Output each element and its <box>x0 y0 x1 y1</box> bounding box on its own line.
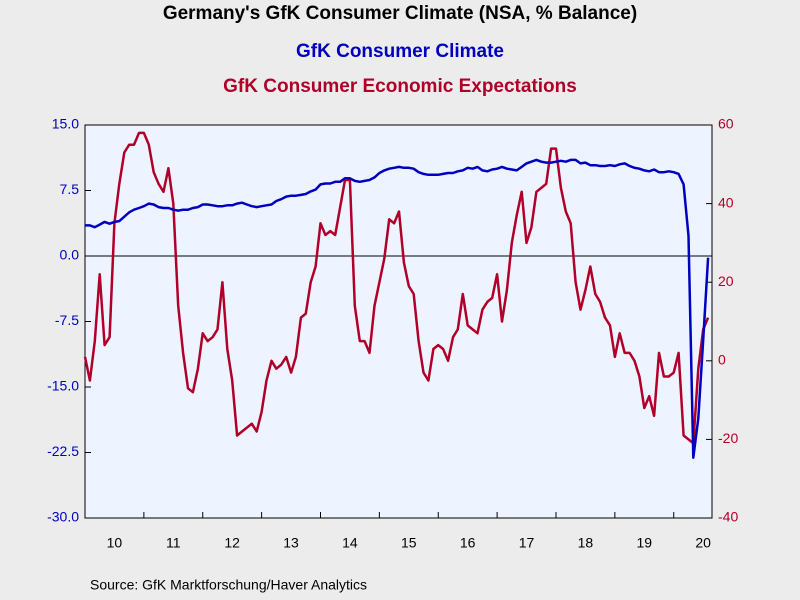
source: Source: GfK Marktforschung/Haver Analyti… <box>90 577 367 593</box>
x-tick-label: 13 <box>283 535 299 551</box>
series-line <box>83 131 710 445</box>
y2-tick-label: 40 <box>718 194 734 210</box>
x-tick-label: 17 <box>519 535 535 551</box>
x-tick-label: 10 <box>107 535 123 551</box>
y-tick-label: -30.0 <box>47 509 79 525</box>
series-line <box>85 158 710 459</box>
x-tick-label: 20 <box>695 535 711 551</box>
x-tick-label: 11 <box>166 535 181 551</box>
x-tick-label: 12 <box>224 535 240 551</box>
y2-tick-label: 60 <box>718 116 734 132</box>
y2-tick-label: 0 <box>718 352 726 368</box>
y-tick-label: 7.5 <box>60 181 80 197</box>
legend-entry: GfK Consumer Climate <box>296 41 504 62</box>
y2-tick-label: -20 <box>718 430 738 446</box>
y-tick-label: -15.0 <box>47 378 79 394</box>
y-tick-label: 15.0 <box>52 116 79 132</box>
x-tick-label: 14 <box>342 535 358 551</box>
y-tick-label: 0.0 <box>60 247 80 263</box>
x-tick-label: 18 <box>578 535 594 551</box>
x-tick-label: 15 <box>401 535 417 551</box>
legend-entry: GfK Consumer Economic Expectations <box>223 76 577 97</box>
x-tick-label: 16 <box>460 535 476 551</box>
y-tick-label: -7.5 <box>55 312 79 328</box>
y-tick-label: -22.5 <box>47 443 79 459</box>
x-tick-label: 19 <box>637 535 653 551</box>
y2-tick-label: 20 <box>718 273 734 289</box>
chart-title: Germany's GfK Consumer Climate (NSA, % B… <box>163 3 637 24</box>
y2-tick-label: -40 <box>718 509 738 525</box>
